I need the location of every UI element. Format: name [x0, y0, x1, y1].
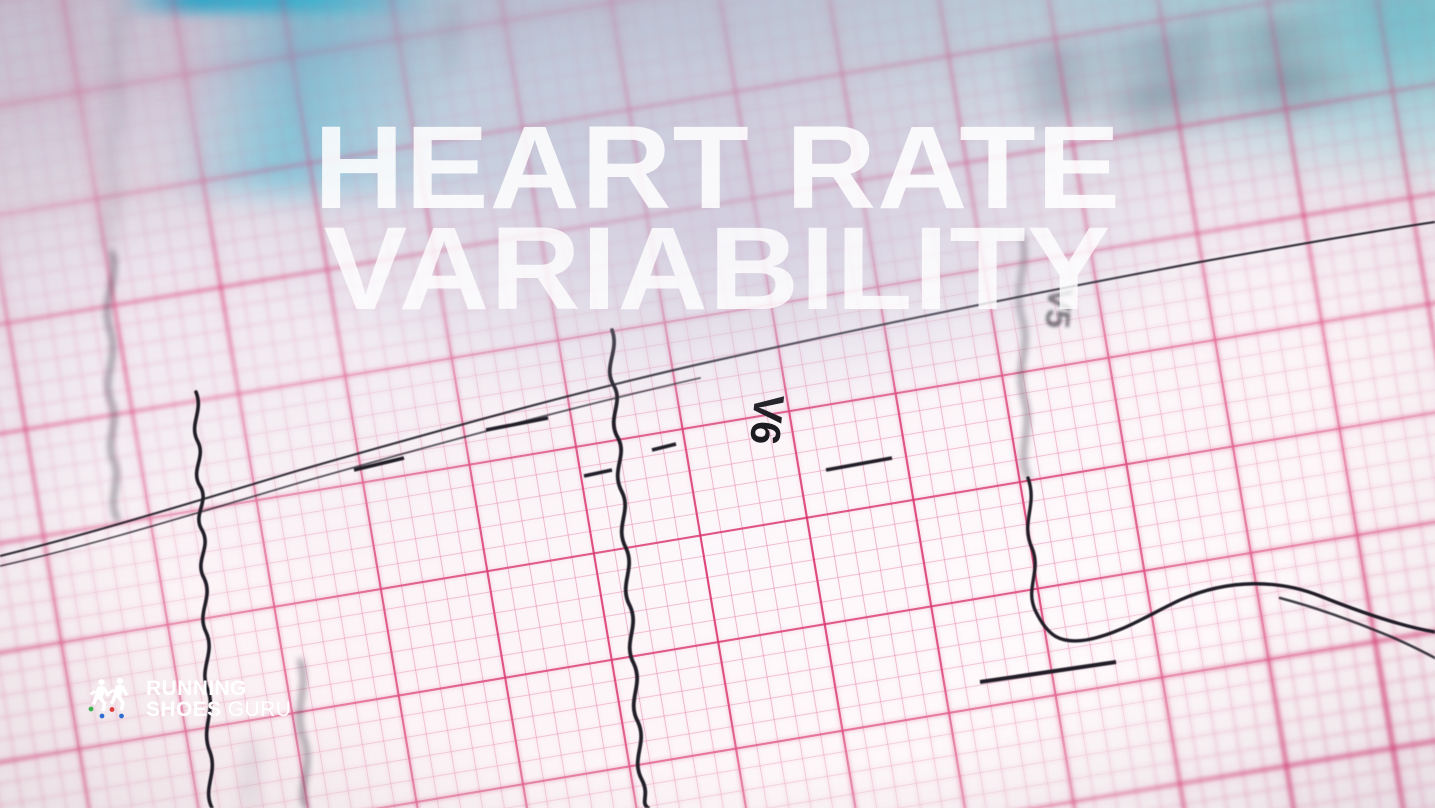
page-title: HEART RATE VARIABILITY — [0, 102, 1435, 336]
logo-line-1: RUNNING — [146, 677, 247, 700]
logo-line-2: SHOES GURU — [146, 699, 291, 720]
logo-guru: GURU — [227, 698, 292, 721]
site-logo[interactable]: RUNNING SHOES GURU — [88, 676, 291, 722]
logo-wordmark: RUNNING SHOES GURU — [146, 678, 291, 720]
logo-shoes: SHOES — [146, 698, 222, 721]
title-line-1: HEART RATE — [313, 102, 1122, 234]
title-line-2: VARIABILITY — [323, 203, 1112, 336]
two-runners-icon — [88, 677, 129, 719]
